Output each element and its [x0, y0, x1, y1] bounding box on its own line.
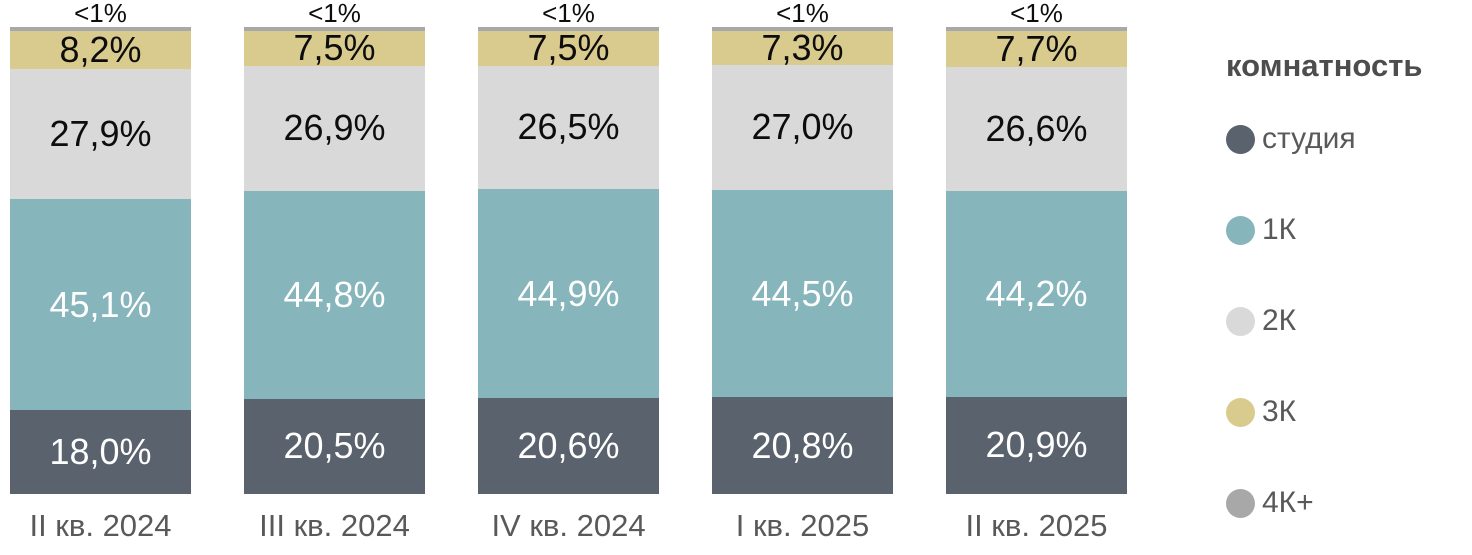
bar-column: <1% 7,5% 26,9% 44,8% 20,5% III кв. 2024	[244, 0, 425, 544]
bar-segment: 20,5%	[244, 398, 425, 494]
segment-value-label: 26,6%	[985, 107, 1088, 149]
segment-value-label: 27,9%	[49, 113, 152, 155]
bar-stack: 7,7% 26,6% 44,2% 20,9%	[946, 27, 1127, 494]
segment-value-label: 20,5%	[283, 425, 386, 467]
segment-value-label: 8,2%	[59, 28, 142, 70]
segment-value-label: 27,0%	[751, 106, 854, 148]
legend-swatch-icon	[1226, 306, 1255, 336]
legend-item: 1К	[1226, 213, 1422, 247]
bar-column: <1% 7,5% 26,5% 44,9% 20,6% IV кв. 2024	[478, 0, 659, 544]
x-axis-tick-label: I кв. 2025	[735, 508, 870, 543]
legend-item-label: 4К+	[1262, 486, 1314, 519]
x-axis-tick-label: II кв. 2024	[29, 508, 172, 543]
x-axis-tick-label: III кв. 2024	[259, 508, 410, 543]
bar-segment: 44,8%	[244, 190, 425, 399]
bar-segment: 26,6%	[946, 66, 1127, 191]
outside-segment-label: <1%	[776, 0, 829, 28]
bar-segment: 44,9%	[478, 189, 659, 399]
plot-area: <1% 8,2% 27,9% 45,1% 18,0% II кв. 2024 <1% 7,5%…	[10, 0, 1127, 544]
bar-segment: 45,1%	[10, 199, 191, 410]
bar-segment: 44,5%	[712, 190, 893, 398]
bar-segment: 20,6%	[478, 398, 659, 495]
outside-segment-label: <1%	[308, 0, 361, 28]
bar-segment: 26,5%	[478, 65, 659, 190]
legend-item-label: студия	[1262, 122, 1356, 155]
bar-segment	[946, 27, 1127, 31]
legend-item-label: 3К	[1262, 395, 1297, 428]
x-axis-tick-label: II кв. 2025	[965, 508, 1108, 543]
segment-value-label: 20,9%	[985, 424, 1088, 466]
segment-value-label: 20,8%	[751, 424, 854, 466]
legend-item: 2К	[1226, 304, 1422, 338]
legend-title: комнатность	[1226, 48, 1423, 83]
bar-stack: 8,2% 27,9% 45,1% 18,0%	[10, 27, 191, 494]
legend-swatch-icon	[1226, 488, 1255, 518]
legend-swatch-icon	[1226, 215, 1255, 245]
segment-value-label: 44,2%	[985, 272, 1088, 314]
segment-value-label: 26,5%	[517, 106, 620, 148]
segment-value-label: 44,9%	[517, 272, 620, 314]
bar-segment: 26,9%	[244, 65, 425, 191]
segment-value-label: 44,8%	[283, 273, 386, 315]
bar-segment: 7,3%	[712, 26, 893, 68]
legend-item: 4К+	[1226, 486, 1422, 520]
segment-value-label: 7,5%	[293, 27, 376, 69]
bar-stack: 7,5% 26,9% 44,8% 20,5%	[244, 27, 425, 494]
segment-value-label: 7,5%	[527, 27, 610, 69]
bar-segment: 18,0%	[10, 409, 191, 494]
bar-column: <1% 7,3% 27,0% 44,5% 20,8% I кв. 2025	[712, 0, 893, 544]
bar-stack: 7,3% 27,0% 44,5% 20,8%	[712, 27, 893, 494]
bar-segment: 44,2%	[946, 190, 1127, 397]
legend-item: студия	[1226, 122, 1422, 156]
segment-value-label: 7,3%	[761, 26, 844, 68]
outside-segment-label: <1%	[1010, 0, 1063, 28]
legend: комнатность студия 1К 2К 3К 4К+	[1226, 48, 1422, 520]
legend-swatch-icon	[1226, 124, 1255, 154]
bar-segment	[478, 27, 659, 31]
bar-segment: 7,5%	[478, 27, 659, 69]
bar-segment: 20,9%	[946, 396, 1127, 494]
segment-value-label: 45,1%	[49, 283, 152, 325]
segment-value-label: 18,0%	[49, 430, 152, 472]
outside-segment-label: <1%	[74, 0, 127, 28]
bar-column: <1% 7,7% 26,6% 44,2% 20,9% II кв. 2025	[946, 0, 1127, 544]
legend-items: студия 1К 2К 3К 4К+	[1226, 122, 1422, 520]
bar-segment: 7,5%	[244, 27, 425, 69]
bar-segment: 27,0%	[712, 64, 893, 191]
outside-segment-label: <1%	[542, 0, 595, 28]
bar-segment: 8,2%	[10, 28, 191, 70]
bar-segment	[712, 27, 893, 31]
x-axis-tick-label: IV кв. 2024	[491, 508, 646, 543]
legend-item-label: 2К	[1262, 304, 1297, 337]
segment-value-label: 26,9%	[283, 107, 386, 149]
bar-segment	[244, 27, 425, 31]
legend-item: 3К	[1226, 395, 1422, 429]
legend-item-label: 1К	[1262, 213, 1297, 246]
bar-stack: 7,5% 26,5% 44,9% 20,6%	[478, 27, 659, 495]
segment-value-label: 44,5%	[751, 272, 854, 314]
bar-segment: 20,8%	[712, 397, 893, 494]
legend-swatch-icon	[1226, 397, 1255, 427]
bar-column: <1% 8,2% 27,9% 45,1% 18,0% II кв. 2024	[10, 0, 191, 544]
bar-segment: 27,9%	[10, 69, 191, 200]
segment-value-label: 7,7%	[995, 27, 1078, 69]
bar-segment: 7,7%	[946, 27, 1127, 69]
segment-value-label: 20,6%	[517, 425, 620, 467]
bar-segment	[10, 27, 191, 31]
